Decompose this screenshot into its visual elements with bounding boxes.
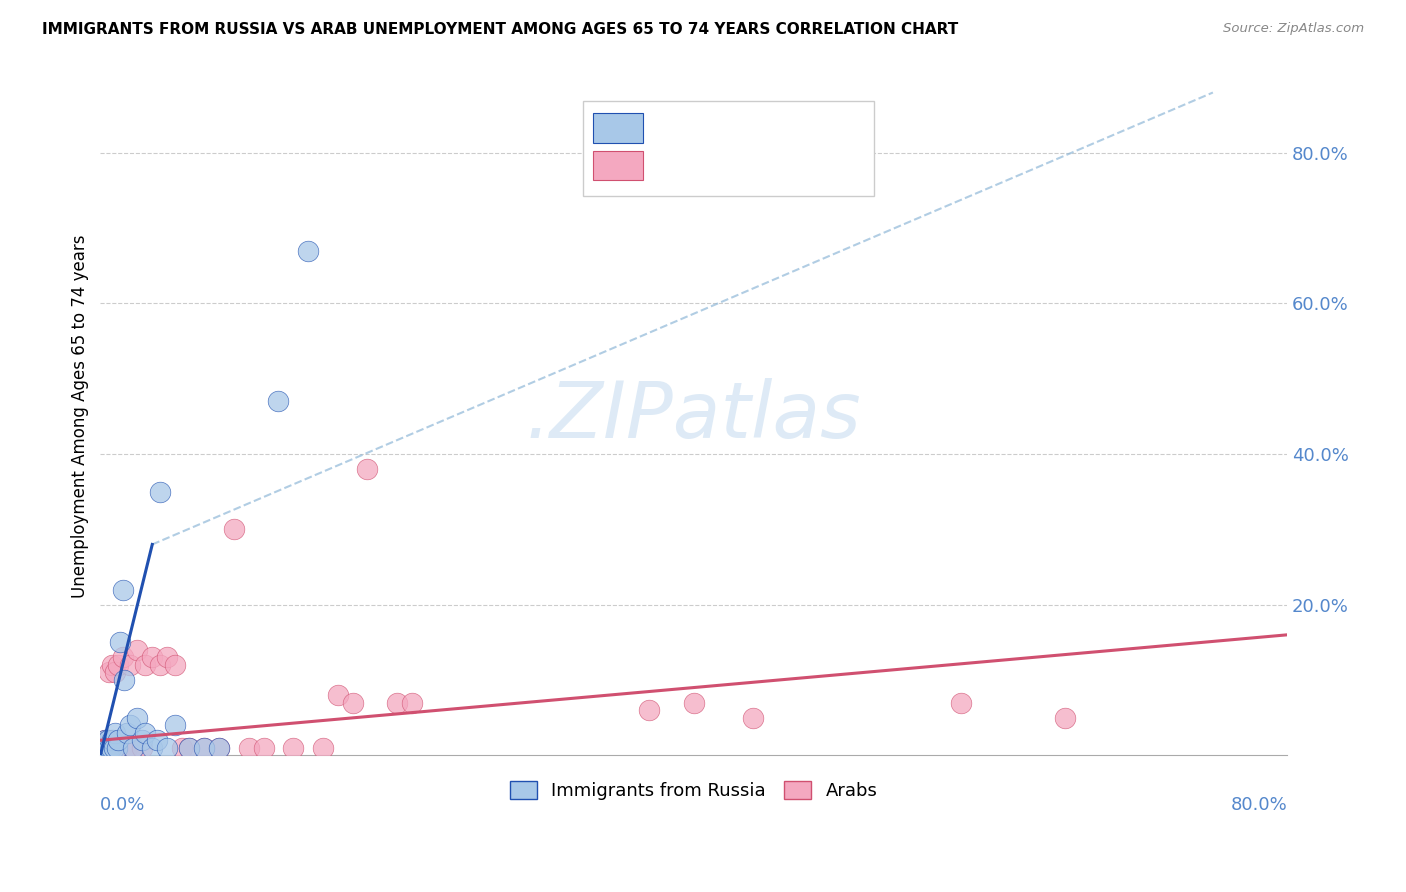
Point: [101, 733, 124, 747]
Point: [115, 725, 138, 739]
Point: [385, 696, 408, 710]
Point: [118, 657, 141, 672]
Point: [91, 740, 114, 755]
Point: [682, 696, 704, 710]
Point: [312, 740, 335, 755]
Point: [103, 740, 125, 755]
Point: [356, 462, 378, 476]
Point: [949, 696, 972, 710]
Point: [97, 733, 120, 747]
Point: [118, 718, 141, 732]
Point: [742, 711, 765, 725]
Point: [134, 657, 156, 672]
Point: [94, 733, 117, 747]
Point: [267, 394, 290, 409]
Point: [163, 657, 186, 672]
Point: [107, 657, 129, 672]
Point: [170, 740, 193, 755]
Point: [222, 522, 245, 536]
FancyBboxPatch shape: [593, 151, 643, 180]
Point: [141, 740, 163, 755]
Point: [100, 740, 122, 755]
Point: [401, 696, 423, 710]
Point: [115, 740, 138, 755]
Point: [149, 657, 172, 672]
Point: [156, 740, 179, 755]
Point: [131, 740, 153, 755]
Point: [145, 733, 167, 747]
Point: [96, 740, 118, 755]
Point: [90, 740, 112, 755]
Point: [283, 740, 305, 755]
Point: [127, 711, 149, 725]
Point: [1053, 711, 1076, 725]
Point: [141, 650, 163, 665]
Point: [111, 582, 134, 597]
Point: [103, 740, 125, 755]
Point: [90, 740, 112, 755]
Point: [101, 657, 124, 672]
FancyBboxPatch shape: [583, 101, 875, 196]
Text: 80.0%: 80.0%: [1230, 796, 1286, 814]
Point: [111, 650, 134, 665]
Point: [149, 484, 172, 499]
Point: [163, 718, 186, 732]
Point: [107, 733, 129, 747]
Point: [208, 740, 231, 755]
Point: [156, 650, 179, 665]
Point: [134, 725, 156, 739]
Point: [100, 740, 122, 755]
Point: [105, 740, 128, 755]
Point: [112, 673, 135, 687]
Point: [98, 665, 121, 680]
Point: [98, 740, 121, 755]
Point: [104, 665, 127, 680]
Point: [122, 740, 145, 755]
Text: 0.0%: 0.0%: [100, 796, 146, 814]
Point: [179, 740, 201, 755]
Point: [193, 740, 215, 755]
Point: [97, 733, 120, 747]
Point: [179, 740, 201, 755]
Point: [94, 733, 117, 747]
Text: R = 0.494   N = 31: R = 0.494 N = 31: [659, 119, 845, 137]
Point: [193, 740, 215, 755]
Text: Source: ZipAtlas.com: Source: ZipAtlas.com: [1223, 22, 1364, 36]
Point: [127, 643, 149, 657]
Point: [238, 740, 260, 755]
Text: .ZIPatlas: .ZIPatlas: [526, 378, 862, 454]
Y-axis label: Unemployment Among Ages 65 to 74 years: Unemployment Among Ages 65 to 74 years: [72, 235, 89, 599]
Point: [326, 688, 349, 702]
Point: [91, 740, 114, 755]
Text: R =  0.183   N = 41: R = 0.183 N = 41: [659, 156, 851, 175]
Point: [96, 740, 118, 755]
Point: [342, 696, 364, 710]
Point: [131, 733, 153, 747]
FancyBboxPatch shape: [593, 113, 643, 144]
Point: [208, 740, 231, 755]
Text: IMMIGRANTS FROM RUSSIA VS ARAB UNEMPLOYMENT AMONG AGES 65 TO 74 YEARS CORRELATIO: IMMIGRANTS FROM RUSSIA VS ARAB UNEMPLOYM…: [42, 22, 959, 37]
Point: [638, 703, 661, 717]
Legend: Immigrants from Russia, Arabs: Immigrants from Russia, Arabs: [503, 773, 884, 807]
Point: [108, 635, 131, 649]
Point: [104, 725, 127, 739]
Point: [297, 244, 319, 258]
Point: [252, 740, 274, 755]
Point: [122, 740, 145, 755]
